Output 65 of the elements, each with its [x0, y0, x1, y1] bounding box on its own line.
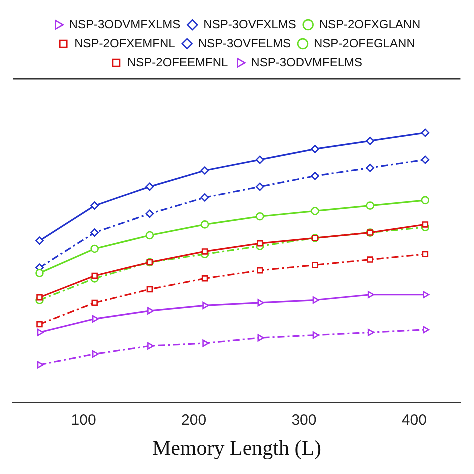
- point: [36, 294, 43, 301]
- point: [36, 321, 43, 328]
- point: [256, 182, 264, 192]
- x-tick-label: 100: [71, 412, 96, 429]
- point: [311, 172, 320, 180]
- point: [423, 291, 430, 299]
- point: [200, 220, 210, 229]
- point: [312, 262, 318, 268]
- legend-label: NSP-3ODVMFELMS: [251, 55, 363, 70]
- x-tick-label: 400: [402, 412, 427, 429]
- point: [258, 334, 264, 342]
- legend-label: NSP-2OFEGLANN: [314, 36, 416, 50]
- point: [90, 202, 99, 210]
- point: [257, 267, 264, 274]
- point: [422, 251, 429, 258]
- point: [90, 228, 99, 237]
- point: [422, 222, 429, 228]
- point: [37, 328, 44, 336]
- point: [148, 342, 154, 350]
- x-tick-label: 200: [182, 412, 207, 429]
- legend-label: NSP-2OFEEMFNL: [127, 55, 228, 70]
- point: [258, 299, 264, 307]
- legend-label: NSP-3OVFELMS: [198, 36, 292, 50]
- point: [146, 182, 154, 192]
- point: [36, 236, 44, 246]
- point: [92, 315, 99, 323]
- point: [311, 207, 320, 216]
- point: [368, 328, 374, 336]
- point: [311, 145, 320, 154]
- point: [257, 240, 264, 247]
- point: [146, 231, 154, 240]
- point: [312, 296, 320, 304]
- point: [92, 272, 98, 280]
- point: [368, 291, 374, 299]
- point: [256, 212, 264, 221]
- point: [367, 256, 374, 263]
- point: [146, 286, 154, 293]
- point: [202, 302, 210, 310]
- point: [421, 196, 430, 205]
- point: [200, 166, 210, 175]
- legend-label: NSP-2OFXGLANN: [319, 17, 421, 32]
- point: [202, 248, 208, 255]
- legend-label: NSP-3OVFXLMS: [204, 17, 296, 32]
- point: [200, 194, 210, 202]
- legend-label: NSP-2OFXEMFNL: [74, 36, 176, 50]
- point: [312, 332, 320, 340]
- point: [366, 202, 374, 210]
- point: [92, 350, 99, 358]
- point: [366, 164, 374, 172]
- point: [421, 128, 430, 138]
- point: [37, 361, 44, 369]
- point: [90, 244, 99, 254]
- point: [148, 307, 154, 315]
- point: [256, 156, 264, 164]
- point: [202, 340, 210, 348]
- point: [146, 210, 154, 218]
- x-tick-label: 300: [292, 412, 317, 429]
- point: [421, 156, 430, 164]
- point: [92, 300, 98, 306]
- point: [36, 269, 44, 278]
- legend-label: NSP-3ODVMFXLMS: [69, 17, 181, 32]
- point: [423, 326, 430, 334]
- point: [366, 136, 374, 146]
- x-axis-title: Memory Length (L): [152, 436, 322, 460]
- point: [202, 276, 208, 282]
